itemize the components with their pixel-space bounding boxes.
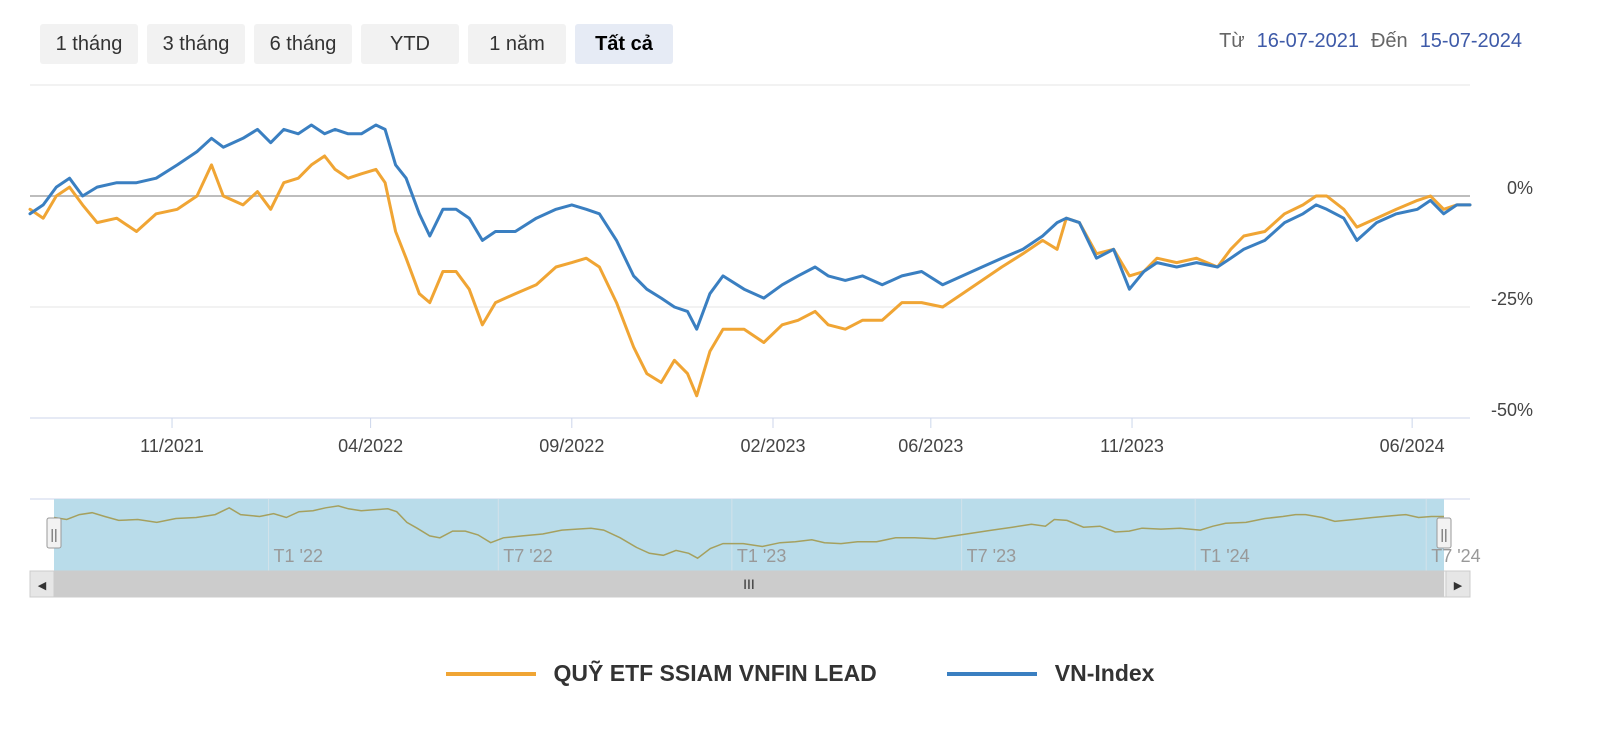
x-axis: 11/2021 04/2022 09/2022 02/2023 06/2023 11/20…: [140, 418, 1445, 456]
navigator-handle-left[interactable]: [46, 517, 62, 549]
navigator-tick-label-5: T7 '24: [1431, 546, 1480, 566]
plot-series: [28, 123, 1472, 398]
navigator-series-line: [53, 505, 1444, 560]
navigator-handle-right[interactable]: [1436, 517, 1452, 549]
series-line-1: [28, 123, 1472, 331]
x-tick-label-2: 09/2022: [539, 436, 604, 456]
x-tick-label-5: 11/2023: [1100, 436, 1164, 456]
range-selector: 1 tháng 3 tháng 6 tháng YTD 1 năm Tất cả: [40, 24, 673, 64]
range-button-1-year[interactable]: 1 năm: [468, 24, 566, 64]
navigator-tick-label-2: T1 '23: [737, 546, 786, 566]
navigator-handle-right-grip: ||: [1440, 526, 1447, 542]
date-from-label: Từ: [1219, 30, 1245, 52]
x-tick-label-3: 02/2023: [740, 436, 805, 456]
series-line-0: [28, 154, 1472, 398]
legend-swatch-vnindex: [946, 671, 1037, 676]
x-tick-label-6: 06/2024: [1380, 436, 1445, 456]
navigator[interactable]: T1 '22 T7 '22 T1 '23 T7 '23 T1 '24 T7 '24 || ||…: [29, 498, 1481, 598]
y-tick-label-1: -25%: [1491, 289, 1533, 309]
chevron-left-icon: ◀: [38, 579, 47, 592]
y-tick-label-2: -50%: [1491, 400, 1533, 420]
navigator-handle-left-grip: ||: [50, 526, 57, 542]
range-button-6-months[interactable]: 6 tháng: [254, 24, 352, 64]
legend-label-vnindex: VN-Index: [1054, 660, 1155, 686]
range-button-all[interactable]: Tất cả: [575, 24, 673, 64]
legend-swatch-etf: [445, 671, 536, 676]
legend-item-vnindex[interactable]: VN-Index: [946, 660, 1155, 687]
range-button-1-month[interactable]: 1 tháng: [40, 24, 138, 64]
date-from-input[interactable]: 16-07-2021: [1256, 30, 1359, 52]
range-button-ytd[interactable]: YTD: [361, 24, 459, 64]
navigator-tick-label-0: T1 '22: [274, 546, 323, 566]
plot-grid: 0% -25% -50%: [30, 84, 1533, 420]
chevron-right-icon: ▶: [1454, 579, 1463, 592]
scrollbar-thumb[interactable]: [54, 571, 1444, 597]
navigator-mask: [54, 499, 1444, 571]
date-to-label: Đến: [1370, 30, 1408, 52]
range-button-3-months[interactable]: 3 tháng: [147, 24, 245, 64]
scroll-right-button[interactable]: [1445, 570, 1471, 598]
scroll-left-button[interactable]: [29, 570, 55, 598]
date-range: Từ 16-07-2021 Đến 15-07-2024: [1219, 30, 1522, 53]
navigator-tick-label-1: T7 '22: [503, 546, 552, 566]
legend-item-etf[interactable]: QUỸ ETF SSIAM VNFIN LEAD: [445, 660, 877, 687]
date-to-input[interactable]: 15-07-2024: [1419, 30, 1522, 52]
x-tick-label-0: 11/2021: [140, 436, 204, 456]
navigator-tick-label-4: T1 '24: [1200, 546, 1249, 566]
scrollbar-grip: III: [743, 576, 755, 592]
x-tick-label-4: 06/2023: [898, 436, 963, 456]
legend-label-etf: QUỸ ETF SSIAM VNFIN LEAD: [553, 660, 877, 686]
x-tick-label-1: 04/2022: [338, 436, 403, 456]
navigator-tick-label-3: T7 '23: [967, 546, 1016, 566]
legend: QUỸ ETF SSIAM VNFIN LEAD VN-Index: [0, 660, 1600, 687]
y-tick-label-0: 0%: [1507, 178, 1533, 198]
